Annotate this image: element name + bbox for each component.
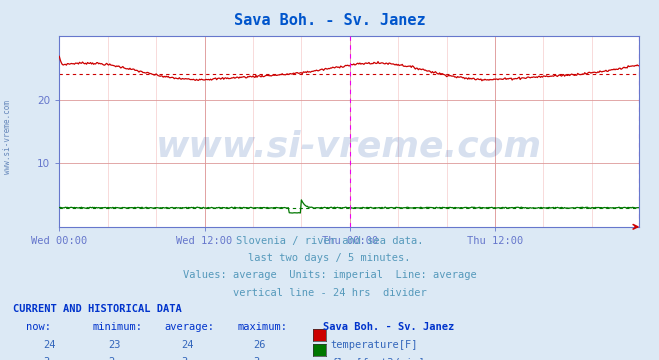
Text: last two days / 5 minutes.: last two days / 5 minutes. bbox=[248, 253, 411, 263]
Text: Slovenia / river and sea data.: Slovenia / river and sea data. bbox=[236, 236, 423, 246]
Text: 3: 3 bbox=[254, 357, 260, 360]
Text: maximum:: maximum: bbox=[237, 322, 287, 332]
Text: vertical line - 24 hrs  divider: vertical line - 24 hrs divider bbox=[233, 288, 426, 298]
Text: 24: 24 bbox=[181, 340, 194, 350]
Text: minimum:: minimum: bbox=[92, 322, 142, 332]
Text: www.si-vreme.com: www.si-vreme.com bbox=[3, 100, 13, 174]
Text: 2: 2 bbox=[109, 357, 115, 360]
Text: Values: average  Units: imperial  Line: average: Values: average Units: imperial Line: av… bbox=[183, 270, 476, 280]
Text: 26: 26 bbox=[254, 340, 266, 350]
Text: now:: now: bbox=[26, 322, 51, 332]
Text: www.si-vreme.com: www.si-vreme.com bbox=[156, 130, 542, 164]
Text: temperature[F]: temperature[F] bbox=[331, 340, 418, 350]
Text: flow[foot3/min]: flow[foot3/min] bbox=[331, 357, 424, 360]
Text: CURRENT AND HISTORICAL DATA: CURRENT AND HISTORICAL DATA bbox=[13, 304, 182, 314]
Text: Sava Boh. - Sv. Janez: Sava Boh. - Sv. Janez bbox=[323, 322, 454, 332]
Text: Sava Boh. - Sv. Janez: Sava Boh. - Sv. Janez bbox=[234, 13, 425, 28]
Text: 23: 23 bbox=[109, 340, 121, 350]
Text: 24: 24 bbox=[43, 340, 55, 350]
Text: average:: average: bbox=[165, 322, 215, 332]
Text: 3: 3 bbox=[43, 357, 49, 360]
Text: 3: 3 bbox=[181, 357, 187, 360]
